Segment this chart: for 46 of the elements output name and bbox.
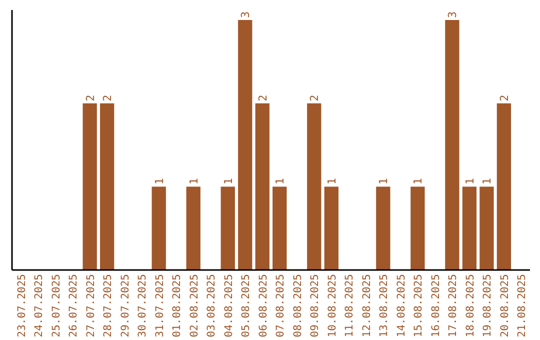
data-label: 1 — [480, 178, 494, 185]
x-tick-label: 11.08.2025 — [344, 274, 356, 338]
x-tick-label: 23.07.2025 — [16, 274, 28, 338]
x-tick-label: 20.08.2025 — [498, 274, 511, 338]
x-tick-label: 08.08.2025 — [292, 274, 304, 338]
data-label: 1 — [325, 178, 338, 185]
x-tick-label: 09.08.2025 — [309, 274, 322, 338]
x-tick-label: 26.07.2025 — [68, 274, 80, 338]
x-tick-label: 06.08.2025 — [257, 274, 270, 338]
data-label: 3 — [446, 11, 460, 18]
x-tick-label: 17.08.2025 — [447, 274, 460, 338]
x-tick-label: 15.08.2025 — [412, 274, 425, 338]
x-tick-label: 21.08.2025 — [516, 274, 528, 338]
x-tick-label: 03.08.2025 — [206, 274, 218, 338]
x-tick-label: 12.08.2025 — [360, 274, 373, 338]
x-tick-label: 01.08.2025 — [171, 274, 184, 338]
x-tick-label: 16.08.2025 — [430, 274, 442, 338]
x-tick-label: 25.07.2025 — [50, 274, 62, 338]
x-tick-label: 27.07.2025 — [84, 274, 97, 338]
x-tick-label: 14.08.2025 — [395, 274, 408, 338]
x-tick-label: 13.08.2025 — [378, 274, 390, 338]
data-label: 3 — [239, 11, 252, 18]
x-tick-label: 28.07.2025 — [102, 274, 114, 338]
x-tick-label: 04.08.2025 — [222, 274, 235, 338]
data-label: 2 — [256, 94, 270, 102]
x-tick-label: 29.07.2025 — [119, 274, 132, 338]
data-label: 1 — [412, 178, 425, 185]
data-label: 1 — [274, 178, 287, 185]
data-label: 2 — [498, 94, 511, 102]
x-tick-label: 19.08.2025 — [482, 274, 494, 338]
x-tick-label: 07.08.2025 — [274, 274, 287, 338]
data-label: 2 — [84, 94, 97, 102]
x-tick-label: 31.07.2025 — [154, 274, 166, 338]
data-label: 2 — [101, 94, 114, 102]
x-tick-label: 24.07.2025 — [33, 274, 46, 338]
data-label: 1 — [377, 178, 390, 185]
x-tick-label: 02.08.2025 — [188, 274, 200, 338]
data-label: 1 — [187, 178, 200, 185]
data-label: 1 — [222, 178, 235, 185]
x-tick-label: 10.08.2025 — [326, 274, 338, 338]
data-label: 1 — [152, 178, 166, 185]
x-tick-label: 18.08.2025 — [464, 274, 476, 338]
x-tick-label: 30.07.2025 — [136, 274, 149, 338]
data-label: 2 — [308, 94, 322, 102]
data-label: 1 — [463, 178, 476, 185]
x-tick-label: 05.08.2025 — [240, 274, 252, 338]
